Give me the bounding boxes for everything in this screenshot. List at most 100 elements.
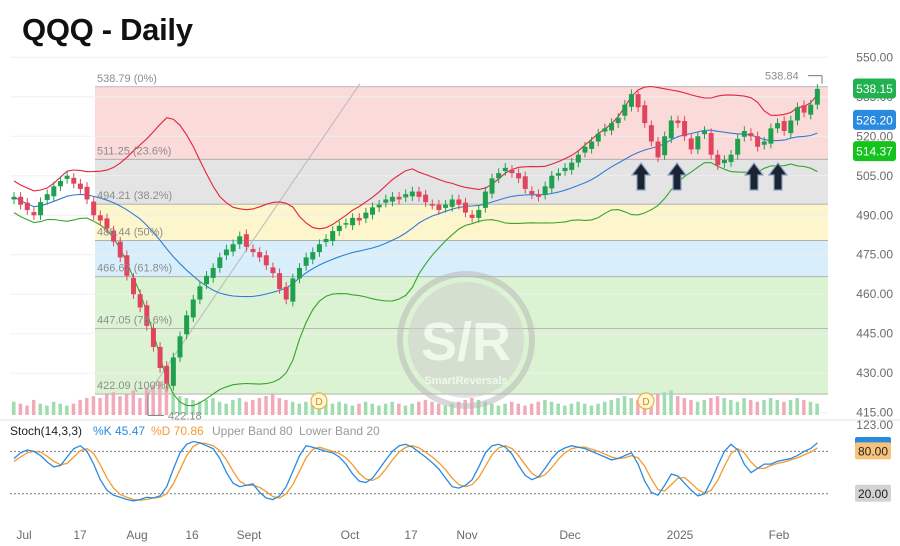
volume-bar xyxy=(131,390,136,415)
volume-bar xyxy=(569,403,574,415)
volume-bar xyxy=(602,401,607,415)
volume-bar xyxy=(357,403,361,415)
time-tick: 2025 xyxy=(667,528,694,542)
volume-bar xyxy=(675,396,680,415)
volume-bar xyxy=(310,399,315,415)
candle-body xyxy=(509,169,515,174)
volume-bar xyxy=(629,398,633,415)
candle-body xyxy=(688,138,694,150)
volume-bar xyxy=(383,403,388,415)
candle-body xyxy=(502,167,508,172)
volume-bar xyxy=(403,405,408,415)
candle-body xyxy=(323,238,329,243)
volume-bar xyxy=(490,403,494,415)
candle-body xyxy=(296,267,302,279)
volume-bar xyxy=(576,401,580,415)
fib-level-label: 511.25 (23.6%) xyxy=(97,145,171,157)
stoch-80-tag xyxy=(855,442,891,460)
price-label-bg xyxy=(853,78,896,99)
volume-bar xyxy=(762,399,766,415)
candle-body xyxy=(303,257,309,266)
candle-body xyxy=(277,273,283,289)
volume-bar xyxy=(742,398,746,415)
candle-body xyxy=(781,120,787,131)
volume-bar xyxy=(12,401,16,415)
volume-bar xyxy=(397,403,401,415)
fib-level-label: 466.67 (61.8%) xyxy=(97,263,172,275)
watermark-text: S/R xyxy=(421,312,511,372)
candle-body xyxy=(748,133,754,137)
volume-bar xyxy=(65,405,69,415)
candle-body xyxy=(363,212,369,219)
candle-body xyxy=(51,186,57,197)
fib-level-label: 447.05 (78.6%) xyxy=(97,314,172,326)
candle-body xyxy=(71,177,77,184)
stoch-k-label: %K 45.47 xyxy=(93,424,145,438)
candle-body xyxy=(761,141,767,145)
candle-body xyxy=(77,183,83,189)
candle-body xyxy=(635,94,641,108)
volume-bar xyxy=(224,403,228,415)
volume-bar xyxy=(436,403,441,415)
volume-bar xyxy=(191,399,195,415)
fib-diagonal xyxy=(147,83,361,395)
candle-body xyxy=(18,196,24,205)
fib-level-label: 494.21 (38.2%) xyxy=(97,190,172,202)
stoch-axis-top: 123.00 xyxy=(856,418,893,432)
volume-bar xyxy=(450,403,454,415)
stoch-upper-label: Upper Band 80 xyxy=(212,424,293,438)
time-tick: Feb xyxy=(769,528,790,542)
watermark-subtext: SmartReversals xyxy=(424,375,507,387)
volume-bar xyxy=(111,392,116,415)
volume-bar xyxy=(549,401,554,415)
fib-zone xyxy=(95,86,828,160)
candle-body xyxy=(144,305,150,326)
candle-body xyxy=(482,191,488,208)
volume-bar xyxy=(523,405,527,415)
fib-level-label: 538.79 (0%) xyxy=(97,73,157,85)
candle-body xyxy=(97,215,103,221)
volume-bar xyxy=(370,403,375,415)
volume-bar xyxy=(430,401,434,415)
volume-bar xyxy=(377,405,381,415)
up-arrow-icon xyxy=(630,162,652,191)
volume-bar xyxy=(244,401,248,415)
up-arrow-icon xyxy=(743,162,765,191)
fib-level-label: 422.09 (100%) xyxy=(97,380,169,392)
volume-bar xyxy=(25,405,29,415)
volume-bar xyxy=(443,405,448,415)
candle-body xyxy=(701,130,707,135)
volume-bar xyxy=(217,401,222,415)
dividend-label: D xyxy=(642,397,649,408)
candle-body xyxy=(443,204,449,208)
fibonacci-labels: 538.79 (0%) 511.25 (23.6%) 494.21 (38.2%) 4… xyxy=(97,73,172,392)
candle-body xyxy=(117,241,123,258)
volume-bar xyxy=(689,399,693,415)
volume-bar xyxy=(85,398,89,415)
candle-body xyxy=(44,194,50,200)
price-tick: 475.00 xyxy=(856,248,893,262)
volume-bar xyxy=(197,401,202,415)
candle-body xyxy=(64,175,70,179)
volume-bar xyxy=(284,399,288,415)
watermark-disc xyxy=(408,282,524,398)
volume-bar xyxy=(71,403,76,415)
volume-bar xyxy=(151,384,155,415)
volume-bar xyxy=(324,403,328,415)
volume-bar xyxy=(124,394,129,415)
stoch-k-line xyxy=(13,440,818,502)
watermark-ring xyxy=(397,271,535,409)
candle-body xyxy=(237,236,243,245)
time-tick: 17 xyxy=(404,528,418,542)
candle-body xyxy=(775,123,781,129)
price-tick: 550.00 xyxy=(856,50,893,64)
volume-bar xyxy=(51,401,56,415)
price-axis: 550.00535.00520.00505.00490.00475.00460.… xyxy=(856,50,893,419)
chart-title: QQQ - Daily xyxy=(22,12,193,47)
candle-body xyxy=(230,244,236,252)
volume-bar xyxy=(722,398,726,415)
fib-zone xyxy=(95,204,828,241)
price-label-text: 514.37 xyxy=(856,145,893,159)
volume-bar xyxy=(237,398,242,415)
